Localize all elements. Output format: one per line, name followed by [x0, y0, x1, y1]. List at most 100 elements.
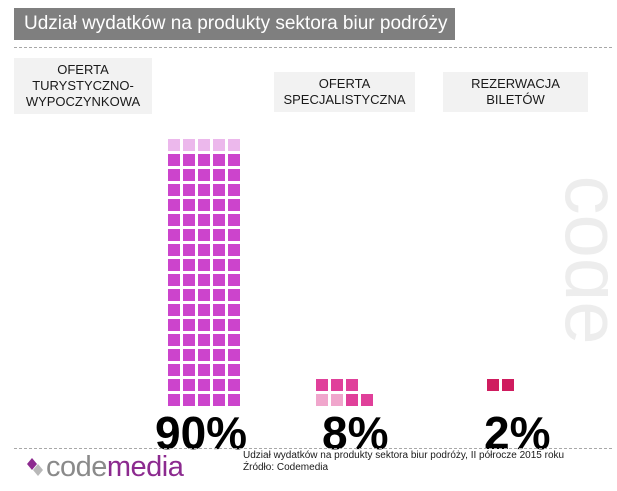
waffle-square-turystyczno — [183, 334, 195, 346]
category-label-line: REZERWACJA — [471, 76, 560, 91]
waffle-square-turystyczno — [228, 169, 240, 181]
waffle-square-turystyczno — [213, 199, 225, 211]
waffle-square-turystyczno — [168, 139, 180, 151]
waffle-square-turystyczno — [228, 214, 240, 226]
divider-bottom — [14, 448, 612, 449]
value-label-90: 90% — [155, 407, 248, 459]
footer-note-line1: Udział wydatków na produkty sektora biur… — [243, 450, 565, 461]
waffle-square-turystyczno — [183, 199, 195, 211]
waffle-square-turystyczno — [198, 304, 210, 316]
waffle-square-rezerwacja — [502, 379, 514, 391]
waffle-square-specjalistyczna — [361, 394, 373, 406]
waffle-square-turystyczno — [168, 244, 180, 256]
waffle-square-specjalistyczna — [316, 379, 328, 391]
category-label-line: SPECJALISTYCZNA — [283, 92, 406, 107]
category-label-line: TURYSTYCZNO- — [32, 78, 134, 93]
waffle-square-turystyczno — [213, 184, 225, 196]
waffle-square-turystyczno — [228, 229, 240, 241]
watermark-text: code — [549, 175, 608, 344]
waffle-square-turystyczno — [228, 259, 240, 271]
waffle-square-turystyczno — [183, 379, 195, 391]
waffle-square-turystyczno — [213, 304, 225, 316]
waffle-square-turystyczno — [198, 169, 210, 181]
waffle-square-turystyczno — [198, 289, 210, 301]
divider-top — [14, 47, 612, 48]
waffle-square-turystyczno — [228, 304, 240, 316]
waffle-square-turystyczno — [198, 319, 210, 331]
waffle-square-turystyczno — [213, 349, 225, 361]
waffle-square-turystyczno — [168, 259, 180, 271]
waffle-square-turystyczno — [213, 169, 225, 181]
waffle-square-turystyczno — [198, 244, 210, 256]
waffle-square-turystyczno — [213, 364, 225, 376]
waffle-square-turystyczno — [168, 214, 180, 226]
waffle-square-turystyczno — [168, 154, 180, 166]
waffle-square-turystyczno — [213, 244, 225, 256]
waffle-square-turystyczno — [198, 154, 210, 166]
logo-text-code: code — [46, 451, 107, 483]
waffle-square-turystyczno — [213, 139, 225, 151]
waffle-square-turystyczno — [168, 379, 180, 391]
category-label-line: WYPOCZYNKOWA — [25, 94, 141, 109]
category-label-turystyczno-wypoczynkowa: OFERTA TURYSTYCZNO- WYPOCZYNKOWA — [14, 58, 152, 114]
waffle-square-turystyczno — [198, 139, 210, 151]
waffle-square-turystyczno — [228, 274, 240, 286]
waffle-square-turystyczno — [228, 199, 240, 211]
waffle-square-turystyczno — [228, 349, 240, 361]
waffle-square-turystyczno — [183, 139, 195, 151]
waffle-square-turystyczno — [228, 244, 240, 256]
waffle-square-specjalistyczna — [346, 394, 358, 406]
waffle-square-turystyczno — [168, 334, 180, 346]
waffle-square-turystyczno — [198, 364, 210, 376]
waffle-square-turystyczno — [183, 319, 195, 331]
waffle-square-turystyczno — [213, 289, 225, 301]
chart-title: Udział wydatków na produkty sektora biur… — [14, 8, 455, 40]
waffle-square-turystyczno — [228, 379, 240, 391]
waffle-square-turystyczno — [228, 394, 240, 406]
waffle-square-turystyczno — [198, 394, 210, 406]
waffle-square-turystyczno — [198, 379, 210, 391]
waffle-square-turystyczno — [168, 274, 180, 286]
waffle-square-turystyczno — [213, 214, 225, 226]
waffle-square-turystyczno — [183, 184, 195, 196]
waffle-square-turystyczno — [183, 304, 195, 316]
category-label-rezerwacja-biletow: REZERWACJA BILETÓW — [443, 72, 588, 112]
waffle-square-turystyczno — [183, 394, 195, 406]
waffle-square-turystyczno — [228, 154, 240, 166]
waffle-square-turystyczno — [183, 244, 195, 256]
waffle-square-turystyczno — [198, 274, 210, 286]
waffle-square-turystyczno — [198, 334, 210, 346]
waffle-square-turystyczno — [168, 394, 180, 406]
waffle-square-turystyczno — [168, 289, 180, 301]
waffle-square-turystyczno — [213, 229, 225, 241]
waffle-square-turystyczno — [213, 394, 225, 406]
codemedia-logo: code media — [24, 451, 184, 483]
waffle-square-turystyczno — [168, 349, 180, 361]
waffle-square-turystyczno — [183, 214, 195, 226]
logo-text-media: media — [106, 451, 184, 483]
waffle-square-turystyczno — [213, 154, 225, 166]
waffle-square-rezerwacja — [487, 379, 499, 391]
codemedia-logo-mark — [27, 458, 43, 476]
waffle-square-turystyczno — [168, 184, 180, 196]
category-label-specjalistyczna: OFERTA SPECJALISTYCZNA — [274, 72, 415, 112]
waffle-square-turystyczno — [228, 139, 240, 151]
waffle-square-turystyczno — [168, 364, 180, 376]
waffle-square-turystyczno — [198, 349, 210, 361]
waffle-square-turystyczno — [183, 364, 195, 376]
waffle-square-turystyczno — [228, 289, 240, 301]
category-label-line: OFERTA — [57, 62, 109, 77]
footer-source: Źródło: Codemedia — [243, 462, 329, 473]
waffle-square-turystyczno — [213, 259, 225, 271]
waffle-square-turystyczno — [183, 289, 195, 301]
waffle-square-turystyczno — [183, 349, 195, 361]
waffle-square-turystyczno — [198, 184, 210, 196]
waffle-square-turystyczno — [228, 364, 240, 376]
category-label-line: BILETÓW — [486, 92, 545, 107]
waffle-square-turystyczno — [198, 259, 210, 271]
waffle-square-turystyczno — [228, 319, 240, 331]
waffle-square-turystyczno — [168, 229, 180, 241]
waffle-square-turystyczno — [183, 259, 195, 271]
waffle-square-turystyczno — [183, 169, 195, 181]
waffle-square-turystyczno — [183, 154, 195, 166]
